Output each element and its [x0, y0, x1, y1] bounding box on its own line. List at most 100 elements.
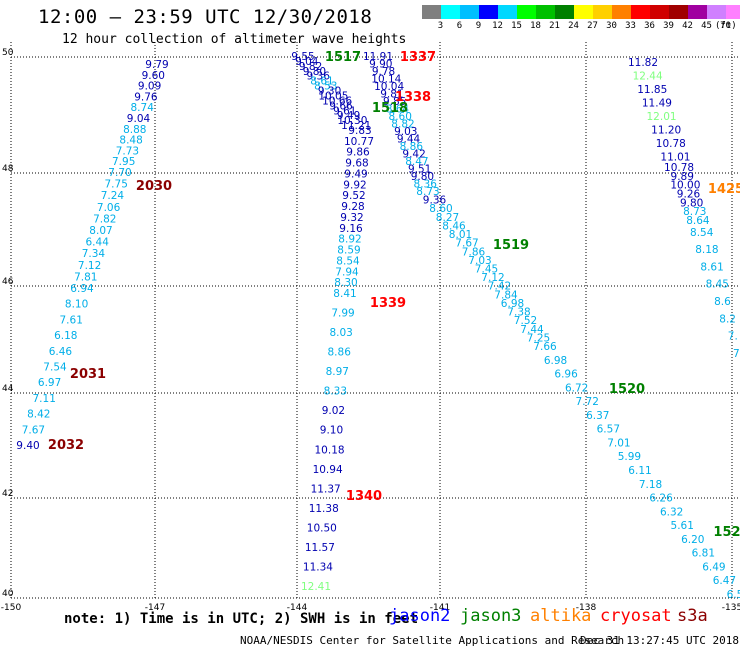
colorbar-swatch: [498, 5, 517, 19]
wave-height-value: 9.40: [16, 440, 39, 452]
wave-height-value: 9.82: [299, 61, 322, 73]
legend-altika: altika: [530, 606, 592, 626]
wave-height-value: 6.44: [86, 237, 110, 249]
longitude-label: -135: [722, 603, 740, 613]
credit-text: NOAA/NESDIS Center for Satellite Applica…: [240, 634, 625, 647]
colorbar-label: 18: [530, 21, 541, 31]
wave-height-value: 6.96: [554, 369, 578, 381]
wave-height-value: 10.05: [318, 90, 348, 102]
wave-height-value: 10.77: [344, 136, 374, 148]
wave-height-value: 9.49: [344, 168, 367, 180]
wave-height-value: 8.6: [714, 296, 731, 308]
colorbar-swatch: [612, 5, 631, 19]
pass-number-label: 1339: [370, 296, 406, 311]
wave-height-value: 9.42: [402, 149, 425, 161]
wave-height-value: 10.66: [322, 95, 352, 107]
wave-height-value: 9.83: [348, 125, 371, 137]
wave-height-value: 7.03: [468, 255, 491, 267]
wave-height-value: 8.64: [686, 215, 710, 227]
wave-height-value: 9.81: [380, 89, 403, 101]
wave-height-value: 9.80: [411, 171, 434, 183]
colorbar-swatch: [726, 5, 740, 19]
wave-height-value: 7.34: [82, 248, 106, 260]
wave-height-value: 6.5: [727, 589, 740, 601]
pass-number-label: 1340: [346, 489, 382, 504]
wave-height-value: 8.48: [119, 135, 142, 147]
wave-height-value: 9.68: [345, 158, 368, 170]
colorbar-swatch: [441, 5, 460, 19]
wave-height-value: 7.99: [331, 308, 354, 320]
wave-height-value: 11.85: [637, 84, 667, 96]
longitude-label: -147: [145, 603, 165, 613]
wave-height-value: 7.24: [101, 190, 125, 202]
colorbar-swatch: [593, 5, 612, 19]
legend-jason3: jason3: [460, 606, 522, 626]
legend-jason2: jason2: [389, 606, 451, 626]
wave-height-value: 8.54: [336, 255, 360, 267]
colorbar-swatch: [688, 5, 707, 19]
axis-labels: 50 48 46 44 42 40 -150 -147 -144 -141 -138 -135: [1, 48, 740, 613]
colorbar-unit: (ft): [715, 21, 737, 31]
latitude-label: 46: [2, 277, 14, 287]
wave-height-value: 8.86: [328, 347, 352, 359]
wave-height-value: 10.04: [374, 81, 404, 93]
longitude-label: -138: [576, 603, 597, 613]
wave-height-value: 9.86: [346, 147, 370, 159]
latitude-label: 40: [2, 589, 14, 599]
wave-height-value: 7.18: [639, 479, 662, 491]
wave-height-value: 8.36: [414, 179, 438, 191]
wave-height-value: 7.70: [108, 167, 131, 179]
wave-height-value: 8.07: [89, 225, 112, 237]
wave-height-value: 7.66: [533, 341, 557, 353]
wave-height-value: 11.20: [651, 125, 681, 137]
latitude-label: 42: [2, 489, 13, 499]
wave-height-value: 7.94: [335, 266, 359, 278]
colorbar-swatch: [574, 5, 593, 19]
wave-height-value: 7.67: [455, 238, 478, 250]
colorbar-label: 12: [492, 21, 503, 31]
wave-height-value: 7.: [728, 331, 738, 343]
map-title: 12:00 — 23:59 UTC 12/30/2018: [38, 6, 373, 28]
wave-height-value: 7.82: [93, 213, 116, 225]
wave-height-value: 10.14: [371, 74, 401, 86]
wave-height-value: 9.28: [341, 201, 364, 213]
wave-height-value: 8.64: [386, 104, 410, 116]
colorbar-label: 9: [475, 21, 482, 31]
colorbar-swatch: [536, 5, 555, 19]
colorbar-label: 70: [720, 21, 731, 31]
wave-height-value: 8.92: [338, 234, 361, 246]
wave-height-value: 10.30: [337, 115, 367, 127]
wave-height-value: 7.45: [475, 264, 498, 276]
wave-height-value: 9.36: [423, 195, 447, 207]
wave-height-value: 11.34: [303, 561, 333, 573]
wave-height-value: 9.55: [291, 51, 314, 63]
wave-height-value: 8.73: [416, 186, 439, 198]
wave-height-value: 11.49: [642, 98, 672, 110]
wave-height-value: 10.78: [664, 162, 694, 174]
wave-height-value: 10.00: [670, 180, 700, 192]
wave-height-value: 8.18: [695, 244, 718, 256]
colorbar-label: 6: [456, 21, 463, 31]
wave-height-value: 7.: [733, 348, 740, 360]
wave-height-value: 7.72: [576, 396, 599, 408]
wave-height-value: 8.10: [65, 299, 88, 311]
wave-height-value: 9.30: [318, 86, 341, 98]
pass-number-label: 2030: [136, 179, 172, 194]
wave-height-value: 10.94: [313, 464, 343, 476]
wave-height-value: 7.25: [527, 332, 550, 344]
wave-height-value: 7.84: [494, 289, 518, 301]
pass-number-label: 1520: [609, 382, 645, 397]
wave-height-value: 6.18: [54, 330, 77, 342]
wave-height-value: 9.80: [680, 197, 703, 209]
colorbar-swatch: [650, 5, 669, 19]
wave-height-colorbar: [422, 5, 740, 19]
wave-height-value: 8.33: [324, 386, 347, 398]
wave-height-value: 10.78: [656, 138, 686, 150]
longitude-label: -141: [430, 603, 450, 613]
colorbar-label: 21: [549, 21, 560, 31]
wave-height-value: 8.59: [337, 245, 360, 257]
wave-height-value: 8.60: [429, 203, 452, 215]
wave-height-value: 8.60: [389, 111, 412, 123]
wave-height-value: 7.42: [488, 281, 511, 293]
